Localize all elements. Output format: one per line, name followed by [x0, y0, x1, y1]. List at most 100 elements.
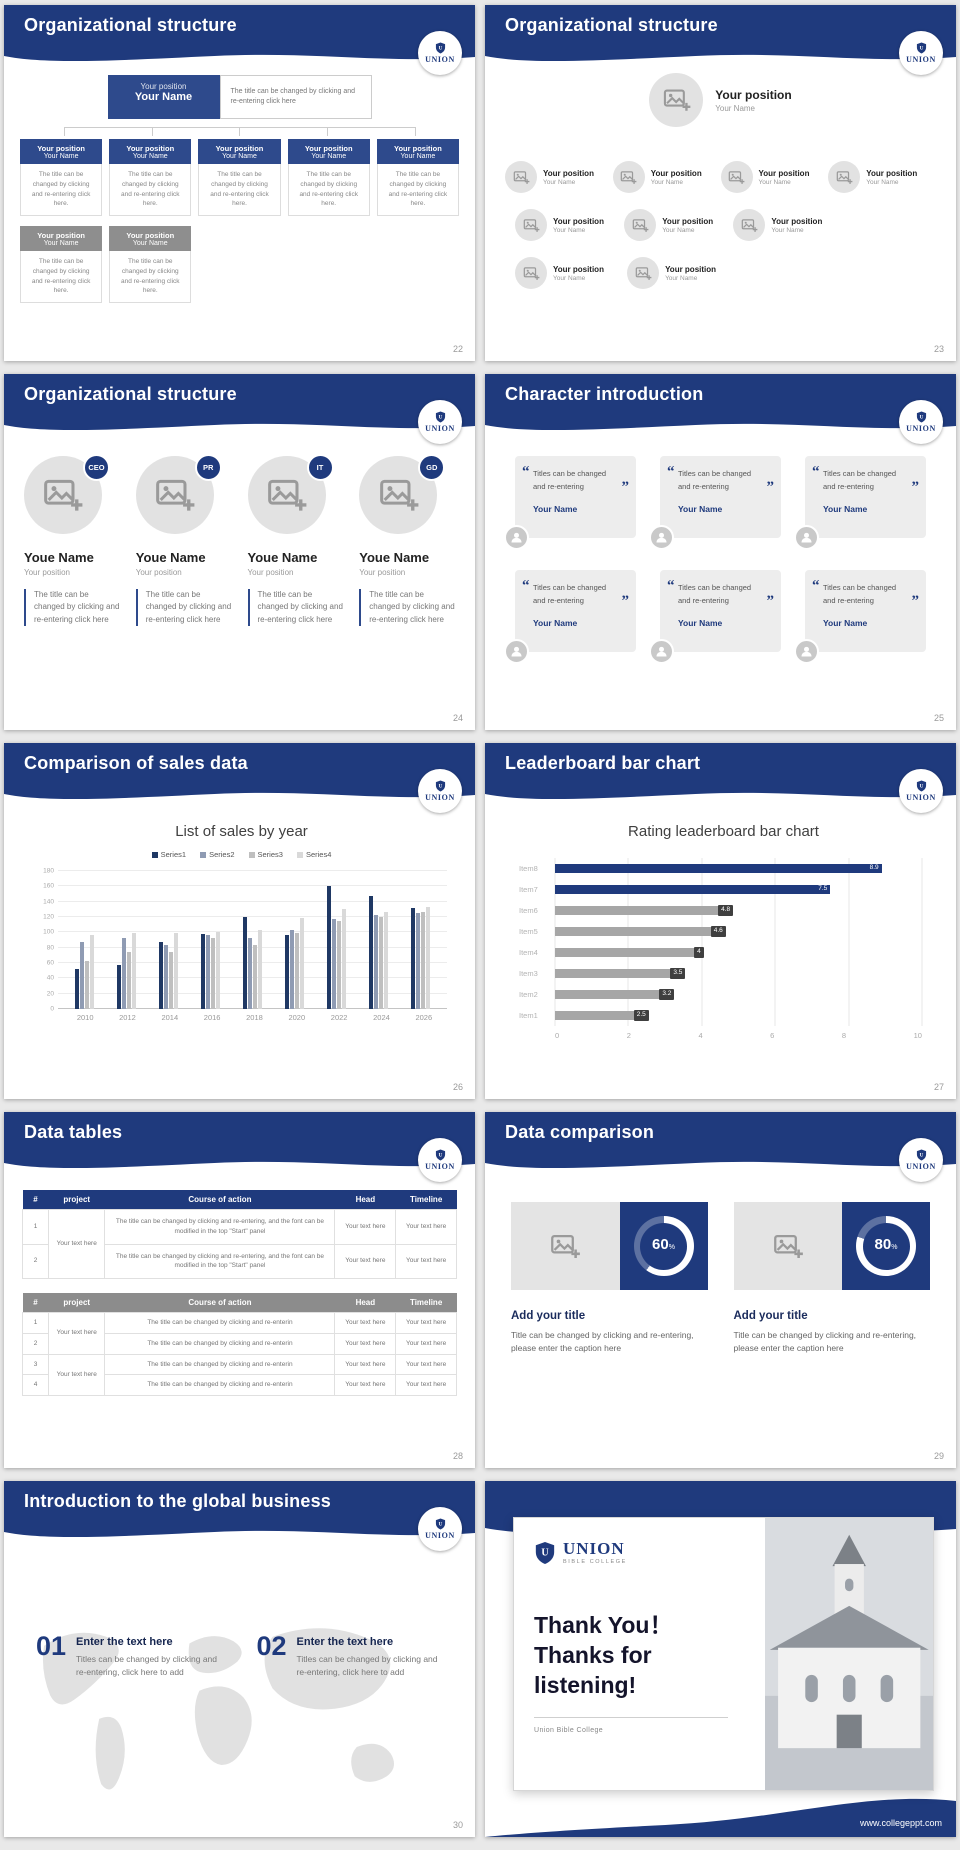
- org-node-description: The title can be changed by clicking and…: [198, 164, 281, 216]
- union-logo: UNION BIBLE COLLEGE: [534, 1540, 745, 1565]
- image-placeholder-icon: [40, 472, 85, 517]
- table-header-row: # project Course of action Head Timeline: [22, 1293, 457, 1313]
- comparison-panel: 60% Add your title Title can be changed …: [511, 1202, 708, 1355]
- org-node: Your position Your Name The title can be …: [109, 139, 192, 216]
- image-placeholder-icon: [835, 168, 854, 187]
- chart-plot-area: 0 20 40 60 80 100 120 140 160 180: [43, 868, 447, 1013]
- profile-card: GD Youe Name Your position The title can…: [359, 454, 455, 627]
- table-row: 1 Your text here The title can be change…: [21, 1209, 457, 1279]
- union-logo-badge: UNION: [418, 1138, 462, 1182]
- slide-title: Leaderboard bar chart: [505, 753, 701, 773]
- table-header-row: # project Course of action Head Timeline: [22, 1190, 457, 1210]
- character-text: Titles can be changed and re-entering: [678, 583, 752, 605]
- image-placeholder-icon: [376, 472, 421, 517]
- slide-header: Data comparison UNION: [485, 1112, 956, 1182]
- page-number: 24: [452, 713, 463, 723]
- slide-thank-you: UNION BIBLE COLLEGE Thank You！ Thanks fo…: [485, 1481, 956, 1837]
- person-icon: [654, 530, 669, 545]
- header-wave: [4, 1155, 475, 1169]
- org-node: Your position Your Name: [515, 209, 624, 241]
- close-quote-icon: ”: [621, 593, 630, 609]
- profile-description: The title can be changed by clicking and…: [359, 589, 455, 627]
- church-graphic: [764, 1518, 933, 1790]
- slide-header: Introduction to the global business UNIO…: [4, 1481, 475, 1551]
- header-band: Introduction to the global business: [4, 1481, 475, 1525]
- profile-position: Your position: [135, 568, 182, 577]
- org-node-description: The title can be changed by clicking and…: [109, 164, 192, 216]
- character-card: “ ” Titles can be changed and re-entering…: [649, 456, 781, 550]
- org-node: Your position Your Name The title can be …: [109, 226, 192, 303]
- root-position: Your position: [140, 82, 187, 91]
- image-placeholder-icon: [512, 168, 531, 187]
- character-card: “ ” Titles can be changed and re-entering…: [504, 456, 636, 550]
- shield-icon: [916, 1149, 927, 1161]
- character-card: “ ” Titles can be changed and re-entering…: [504, 570, 636, 664]
- page-number: 26: [452, 1082, 463, 1092]
- donut-panel: 80%: [842, 1202, 930, 1290]
- slide-title: Comparison of sales data: [24, 753, 248, 773]
- open-quote-icon: “: [812, 464, 820, 480]
- org-chart: Your position Your Name Your position Your…: [505, 73, 936, 305]
- photo-placeholder: [624, 209, 657, 241]
- person-icon: [509, 530, 524, 545]
- slide-header: Comparison of sales data UNION: [4, 743, 475, 813]
- image-placeholder-icon: [522, 264, 541, 283]
- logo-text: UNION: [425, 424, 455, 433]
- union-logo-badge: UNION: [899, 769, 943, 813]
- page-number: 27: [933, 1082, 944, 1092]
- avatar: [649, 525, 674, 550]
- slide-title: Organizational structure: [505, 15, 718, 35]
- character-text: Titles can be changed and re-entering: [823, 469, 897, 491]
- image-placeholder-icon: [619, 168, 638, 187]
- union-logo-badge: UNION: [899, 400, 943, 444]
- building-photo: [764, 1518, 933, 1790]
- image-placeholder-icon: [522, 216, 541, 235]
- chart-title: List of sales by year: [175, 823, 308, 840]
- profile-description: The title can be changed by clicking and…: [24, 589, 120, 627]
- org-connectors: [20, 121, 459, 137]
- table-row: 1 Your text here The title can be change…: [21, 1312, 457, 1355]
- org-node: Your position Your Name: [627, 257, 739, 289]
- org-node: Your position Your Name: [733, 209, 842, 241]
- logo-text: UNION: [425, 55, 455, 64]
- header-wave: [485, 1155, 956, 1169]
- donut-panel: 60%: [619, 1202, 708, 1290]
- header-band: Organizational structure: [485, 5, 956, 49]
- profile-name: Youe Name: [359, 550, 430, 565]
- panel-description: Title can be changed by clicking and re-…: [511, 1330, 694, 1354]
- character-name: Your Name: [678, 503, 723, 514]
- page-number: 29: [933, 1451, 944, 1461]
- org-node-description: The title can be changed by clicking and…: [20, 164, 103, 216]
- character-text: Titles can be changed and re-entering: [533, 469, 607, 491]
- item-number: 01: [36, 1631, 67, 1661]
- image-placeholder-icon: [548, 1229, 582, 1263]
- slide-title: Organizational structure: [24, 384, 237, 404]
- header-wave: [485, 786, 956, 800]
- role-badge: GD: [418, 454, 446, 481]
- column-chart: List of sales by year Series1 Series2 Seri…: [32, 809, 451, 1022]
- org-node: Your position Your Name The title can be …: [287, 139, 370, 216]
- logo-text: UNION: [563, 1539, 625, 1558]
- character-name: Your Name: [533, 617, 578, 628]
- photo-placeholder: [733, 209, 766, 241]
- open-quote-icon: “: [667, 464, 675, 480]
- shield-icon: [435, 411, 446, 423]
- character-card: “ ” Titles can be changed and re-entering…: [794, 570, 926, 664]
- shield-icon: [916, 411, 927, 423]
- org-node: Your position Your Name The title can be …: [198, 139, 281, 216]
- union-logo-badge: UNION: [899, 1138, 943, 1182]
- thank-you-card: UNION BIBLE COLLEGE Thank You！ Thanks fo…: [513, 1517, 934, 1791]
- person-icon: [509, 644, 524, 659]
- header-band: [485, 1481, 956, 1521]
- slide-header: Leaderboard bar chart UNION: [485, 743, 956, 813]
- header-band: Organizational structure: [4, 5, 475, 49]
- union-logo-badge: UNION: [418, 31, 462, 75]
- image-placeholder-icon: [740, 216, 759, 235]
- character-cards: “ ” Titles can be changed and re-entering…: [504, 456, 926, 664]
- slide-30-global-business: Introduction to the global business UNIO…: [4, 1481, 475, 1837]
- image-placeholder-icon: [631, 216, 650, 235]
- avatar: [504, 525, 529, 550]
- photo-placeholder: [720, 161, 753, 193]
- profile-card: PR Youe Name Your position The title can…: [135, 454, 232, 627]
- logo-text: UNION: [906, 424, 936, 433]
